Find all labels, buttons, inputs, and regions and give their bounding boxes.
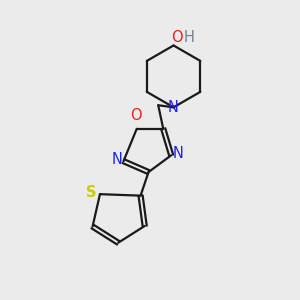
Text: O: O (130, 109, 142, 124)
Text: O: O (171, 30, 182, 45)
Text: S: S (86, 185, 97, 200)
Text: H: H (183, 30, 194, 45)
Text: N: N (112, 152, 122, 167)
Text: N: N (172, 146, 183, 161)
Text: N: N (168, 100, 179, 115)
